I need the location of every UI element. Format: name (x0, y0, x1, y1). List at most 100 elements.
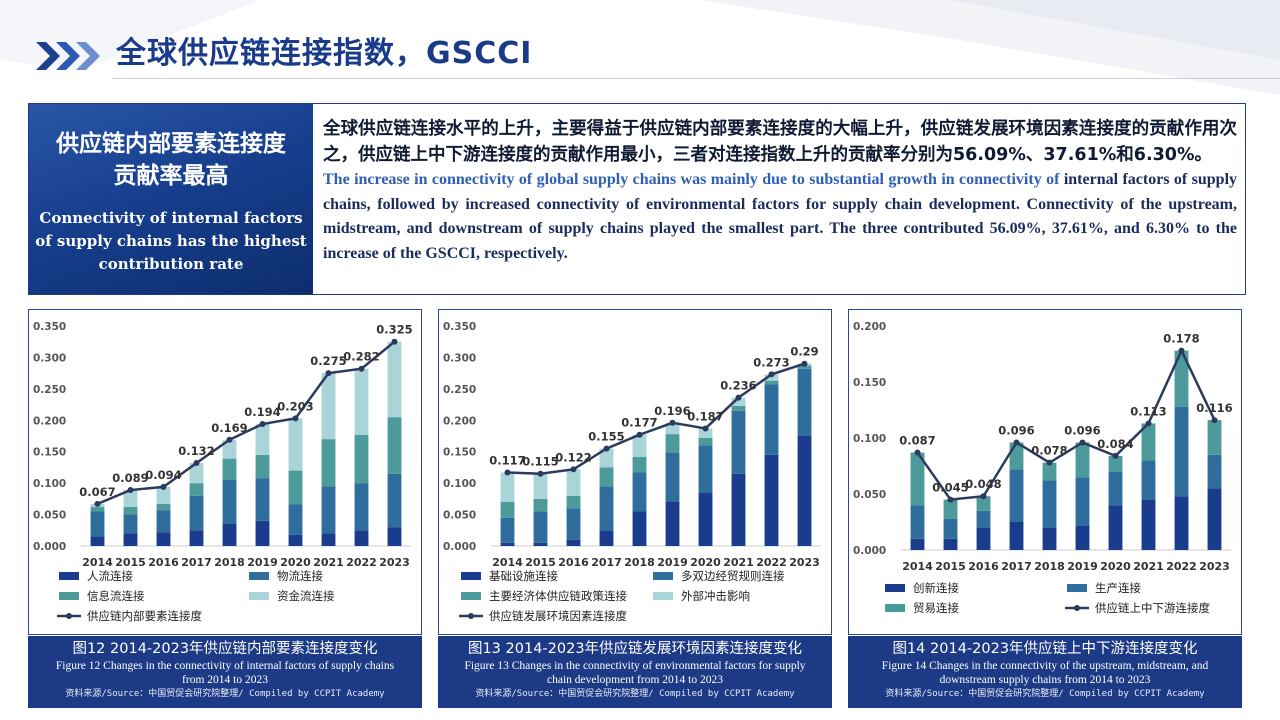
bar-segment (533, 542, 548, 546)
data-label: 0.282 (343, 350, 379, 364)
bar-segment (1075, 525, 1090, 550)
series-line (97, 340, 396, 506)
legend-label: 基础设施连接 (489, 569, 558, 583)
bar-segment (665, 434, 680, 453)
line-point (669, 419, 676, 426)
caption-source: 资料来源/Source：中国贸促会研究院整理/ Compiled by CCPI… (885, 689, 1205, 699)
caption-source: 资料来源/Source：中国贸促会研究院整理/ Compiled by CCPI… (475, 689, 795, 699)
bar-segment (764, 380, 779, 385)
line-point (193, 460, 200, 467)
legend-label: 创新连接 (913, 581, 959, 595)
caption-cn: 图12 2014-2023年供应链内部要素连接度变化 (72, 641, 378, 657)
figure-caption-12: 图12 2014-2023年供应链内部要素连接度变化 Figure 12 Cha… (28, 636, 422, 708)
legend-label: 供应链发展环境因素连接度 (489, 609, 627, 623)
bar-segment (1207, 488, 1222, 550)
y-tick-label: 0.050 (853, 489, 886, 501)
series-line (916, 347, 1216, 501)
data-label: 0.117 (489, 453, 525, 467)
line-point (801, 360, 808, 367)
bar-segment (222, 480, 237, 524)
line-point (1112, 452, 1119, 459)
x-tick-label: 2021 (723, 556, 754, 569)
bar-segment (1174, 350, 1189, 407)
x-tick-label: 2020 (280, 556, 311, 569)
bar-segment (665, 502, 680, 546)
caption-en: Figure 13 Changes in the connectivity of… (464, 660, 806, 686)
bar-segment (943, 518, 958, 539)
x-tick-label: 2016 (148, 556, 179, 569)
bar-segment (255, 454, 270, 479)
line-point (980, 493, 987, 500)
bar-segment (566, 539, 581, 546)
bar-segment (599, 448, 614, 468)
data-label: 0.203 (277, 399, 313, 413)
bar-segment (1042, 527, 1057, 550)
x-tick-label: 2019 (1067, 560, 1098, 573)
bar-segment (189, 483, 204, 496)
line-point (94, 500, 101, 507)
x-tick-label: 2017 (591, 556, 622, 569)
bar-segment (1009, 469, 1024, 522)
bar-segment (731, 473, 746, 546)
bar-segment (222, 458, 237, 480)
summary-highlight: 供应链内部要素连接度 贡献率最高 Connectivity of interna… (29, 104, 313, 294)
x-tick-label: 2023 (1199, 560, 1230, 573)
bar-segment (665, 422, 680, 435)
y-tick-label: 0.050 (443, 510, 476, 522)
data-label: 0.275 (310, 354, 346, 368)
legend-label: 多双边经贸规则连接 (681, 569, 785, 583)
summary-en-lead: The increase in connectivity of global s… (323, 171, 1060, 188)
line-point (768, 371, 775, 378)
chart-panel-internal-factors: 0.000 0.050 0.100 0.150 0.200 0.250 0.300 0.350… (28, 309, 422, 635)
line-point (325, 370, 332, 377)
line-point (358, 365, 365, 372)
line-point (702, 425, 709, 432)
data-label: 0.089 (112, 471, 148, 485)
bar-segment (1108, 505, 1123, 550)
y-tick-label: 0.250 (33, 384, 66, 396)
bar-segment (500, 517, 515, 543)
bar-segment (764, 454, 779, 546)
highlight-cn-line1: 供应链内部要素连接度 (56, 131, 286, 157)
chart-svg: 0.000 0.050 0.100 0.150 0.200 0.250 0.300 0.350… (33, 321, 413, 623)
bar-segment (632, 472, 647, 512)
legend-swatch (461, 592, 481, 600)
legend-label: 主要经济体供应链政策连接 (489, 589, 627, 603)
y-tick-label: 0.150 (33, 447, 66, 459)
bar-segment (255, 520, 270, 546)
legend-swatch (461, 572, 481, 580)
bar-segment (764, 374, 779, 381)
data-label: 0.048 (965, 477, 1001, 491)
data-label: 0.096 (998, 423, 1034, 437)
highlight-cn-line2: 贡献率最高 (113, 163, 229, 189)
bar-segment (156, 532, 171, 546)
highlight-en: Connectivity of internal factors of supp… (35, 209, 307, 273)
data-label: 0.194 (244, 405, 280, 419)
data-label: 0.273 (753, 355, 789, 369)
bar-segment (321, 439, 336, 487)
bar-segment (1141, 499, 1156, 550)
legend-label: 贸易连接 (913, 601, 959, 615)
x-tick-label: 2021 (313, 556, 344, 569)
bar-segment (1009, 522, 1024, 550)
data-label: 0.078 (1031, 444, 1067, 458)
bar-segment (255, 424, 270, 455)
x-tick-label: 2022 (1166, 560, 1197, 573)
bar-segment (189, 495, 204, 531)
bar-segment (632, 456, 647, 473)
legend-label: 供应链内部要素连接度 (87, 609, 202, 623)
bar-segment (1042, 462, 1057, 481)
caption-en: Figure 14 Changes in the connectivity of… (881, 660, 1209, 686)
y-tick-label: 0.100 (443, 478, 476, 490)
bar-segment (797, 436, 812, 546)
y-tick-label: 0.100 (853, 433, 886, 445)
data-label: 0.115 (522, 455, 558, 469)
line-point (292, 415, 299, 422)
data-label: 0.113 (1130, 404, 1166, 418)
y-tick-label: 0.200 (443, 415, 476, 427)
line-point (914, 449, 921, 456)
bar-segment (566, 508, 581, 540)
line-point (1079, 439, 1086, 446)
bar-segment (189, 530, 204, 546)
